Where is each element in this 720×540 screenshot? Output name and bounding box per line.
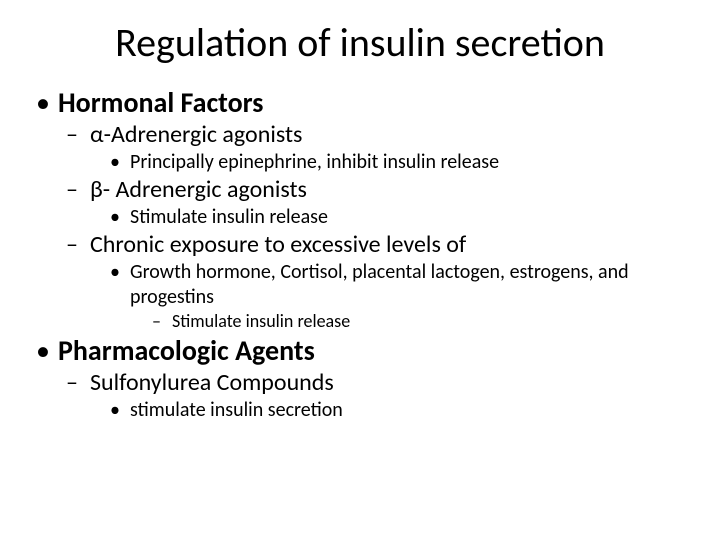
- subdetail-text: Stimulate insulin release: [172, 310, 350, 332]
- detail-stimulate-secretion: stimulate insulin secretion: [104, 398, 688, 423]
- sub-text: Chronic exposure to excessive levels of: [90, 230, 466, 259]
- subdetail-stimulate: Stimulate insulin release: [148, 310, 688, 333]
- slide: Regulation of insulin secretion Hormonal…: [0, 0, 720, 540]
- detail-text: Stimulate insulin release: [130, 205, 328, 229]
- bullet-text: Pharmacologic Agents: [58, 333, 315, 368]
- detail-text: Principally epinephrine, inhibit insulin…: [130, 150, 499, 174]
- bullet-list: Hormonal Factors α-Adrenergic agonists P…: [32, 85, 688, 423]
- detail-text: Growth hormone, Cortisol, placental lact…: [130, 260, 629, 309]
- sub-chronic-exposure: Chronic exposure to excessive levels of …: [62, 230, 688, 333]
- bullet-pharmacologic-agents: Pharmacologic Agents Sulfonylurea Compou…: [32, 333, 688, 423]
- detail-stimulate: Stimulate insulin release: [104, 205, 688, 230]
- bullet-hormonal-factors: Hormonal Factors α-Adrenergic agonists P…: [32, 85, 688, 333]
- detail-hormones-list: Growth hormone, Cortisol, placental lact…: [104, 260, 688, 333]
- sub-alpha-adrenergic: α-Adrenergic agonists Principally epinep…: [62, 120, 688, 175]
- sub-beta-adrenergic: β- Adrenergic agonists Stimulate insulin…: [62, 175, 688, 230]
- sub-text: Sulfonylurea Compounds: [90, 368, 334, 397]
- detail-text: stimulate insulin secretion: [130, 398, 343, 422]
- slide-title: Regulation of insulin secretion: [32, 18, 688, 67]
- detail-epinephrine: Principally epinephrine, inhibit insulin…: [104, 150, 688, 175]
- sub-sulfonylurea: Sulfonylurea Compounds stimulate insulin…: [62, 368, 688, 423]
- sub-text: β- Adrenergic agonists: [90, 175, 307, 204]
- sub-text: α-Adrenergic agonists: [90, 120, 302, 149]
- bullet-text: Hormonal Factors: [58, 85, 263, 120]
